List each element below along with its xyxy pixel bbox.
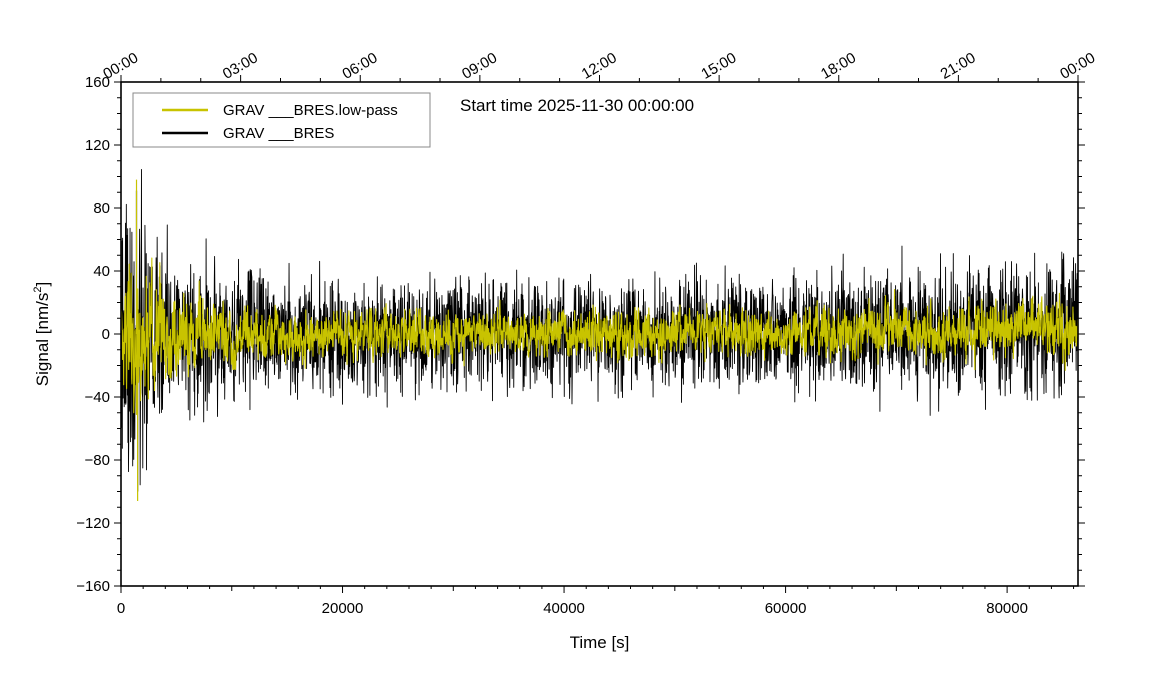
legend-label-lowpass: GRAV ___BRES.low-pass (223, 102, 398, 119)
x-tick-label: 0 (117, 600, 125, 617)
y-axis-title: Signal [nm/s2] (32, 282, 52, 386)
y-tick-label: −160 (76, 578, 110, 595)
y-tick-label: 160 (85, 74, 110, 91)
y-tick-label: 120 (85, 137, 110, 154)
y-tick-labels: 160 120 80 40 0 −40 −80 −120 −160 (76, 74, 110, 595)
y-tick-label: 40 (93, 263, 110, 280)
legend-box (132, 92, 431, 148)
y-axis-title-main: Signal [nm/s (33, 293, 52, 387)
x-tick-label: 60000 (765, 600, 807, 617)
legend: GRAV ___BRES.low-pass GRAV ___BRES (132, 92, 431, 148)
plot-frame (120, 81, 1079, 587)
y-tick-label: −120 (76, 515, 110, 532)
start-time-annotation: Start time 2025-11-30 00:00:00 (460, 96, 694, 115)
series-lowpass-line (121, 257, 1078, 416)
legend-label-raw: GRAV ___BRES (223, 125, 334, 142)
x-tick-label: 80000 (986, 600, 1028, 617)
y-axis-title-end: ] (33, 282, 52, 287)
y-axis-title-sup: 2 (32, 287, 44, 293)
x-tick-labels: 0 20000 40000 60000 80000 (117, 600, 1028, 617)
x-tick-label: 40000 (543, 600, 585, 617)
plot-series (121, 168, 1078, 501)
y-tick-label: 80 (93, 200, 110, 217)
x-axis-title: Time [s] (570, 633, 630, 652)
y-tick-label: −80 (85, 452, 110, 469)
x-tick-label: 20000 (322, 600, 364, 617)
y-tick-label: 0 (102, 326, 110, 343)
series-raw-line (121, 168, 1078, 486)
y-tick-label: −40 (85, 389, 110, 406)
